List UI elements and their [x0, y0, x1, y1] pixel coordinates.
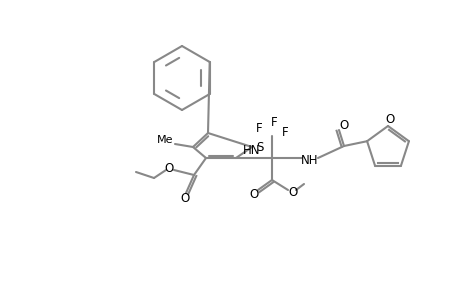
Text: NH: NH: [301, 154, 318, 166]
Text: F: F: [255, 122, 262, 134]
Text: O: O: [180, 193, 189, 206]
Text: F: F: [270, 116, 277, 128]
Text: O: O: [288, 185, 297, 199]
Text: O: O: [249, 188, 258, 202]
Text: F: F: [281, 125, 288, 139]
Text: O: O: [164, 161, 173, 175]
Text: HN: HN: [243, 143, 260, 157]
Text: Me: Me: [157, 135, 173, 145]
Text: O: O: [339, 118, 348, 131]
Text: O: O: [385, 112, 394, 125]
Text: S: S: [256, 140, 263, 154]
